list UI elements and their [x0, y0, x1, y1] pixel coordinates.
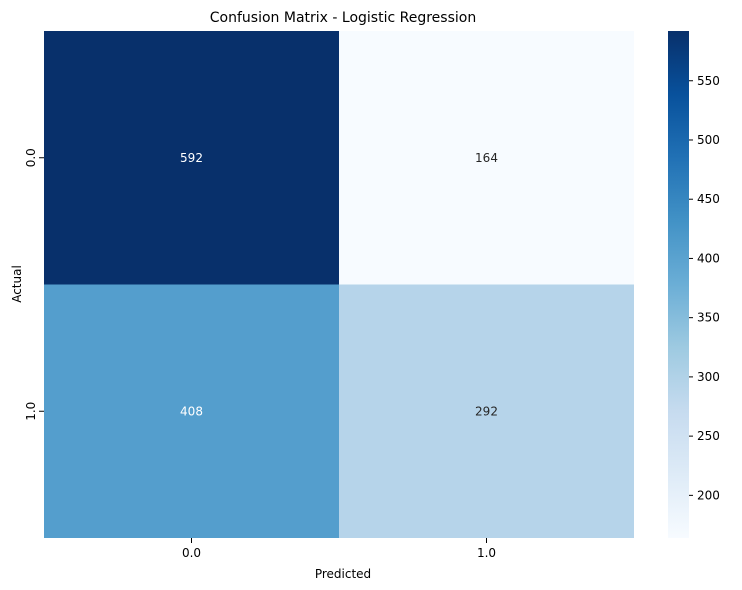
x-axis-label: Predicted	[315, 567, 371, 581]
y-axis-label: Actual	[10, 265, 24, 303]
heatmap-cell	[339, 31, 634, 285]
colorbar-tick-label: 400	[697, 251, 720, 265]
cell-value-label: 164	[475, 151, 498, 165]
colorbar: 200 250 300 350 400 450 500 550	[668, 31, 720, 538]
y-tick-label: 1.0	[24, 402, 38, 421]
y-axis-ticks: 0.0 1.0	[24, 148, 44, 421]
colorbar-tick-label: 550	[697, 74, 720, 88]
colorbar-tick-label: 200	[697, 488, 720, 502]
heatmap-cells: 592 164 408 292	[44, 31, 634, 538]
x-tick-label: 1.0	[477, 546, 496, 560]
cell-value-label: 408	[180, 404, 203, 418]
colorbar-tick-label: 350	[697, 311, 720, 325]
y-tick-label: 0.0	[24, 148, 38, 167]
colorbar-gradient	[668, 31, 689, 538]
cell-value-label: 592	[180, 151, 203, 165]
chart-title: Confusion Matrix - Logistic Regression	[210, 10, 476, 26]
colorbar-tick-label: 250	[697, 429, 720, 443]
x-tick-label: 0.0	[182, 546, 201, 560]
heatmap-cell	[339, 284, 634, 538]
heatmap-cell	[44, 31, 339, 285]
colorbar-tick-label: 450	[697, 192, 720, 206]
colorbar-tick-label: 300	[697, 370, 720, 384]
cell-value-label: 292	[475, 404, 498, 418]
heatmap-cell	[44, 284, 339, 538]
colorbar-ticks: 200 250 300 350 400 450 500 550	[689, 74, 720, 502]
x-axis-ticks: 0.0 1.0	[182, 538, 496, 560]
colorbar-tick-label: 500	[697, 133, 720, 147]
